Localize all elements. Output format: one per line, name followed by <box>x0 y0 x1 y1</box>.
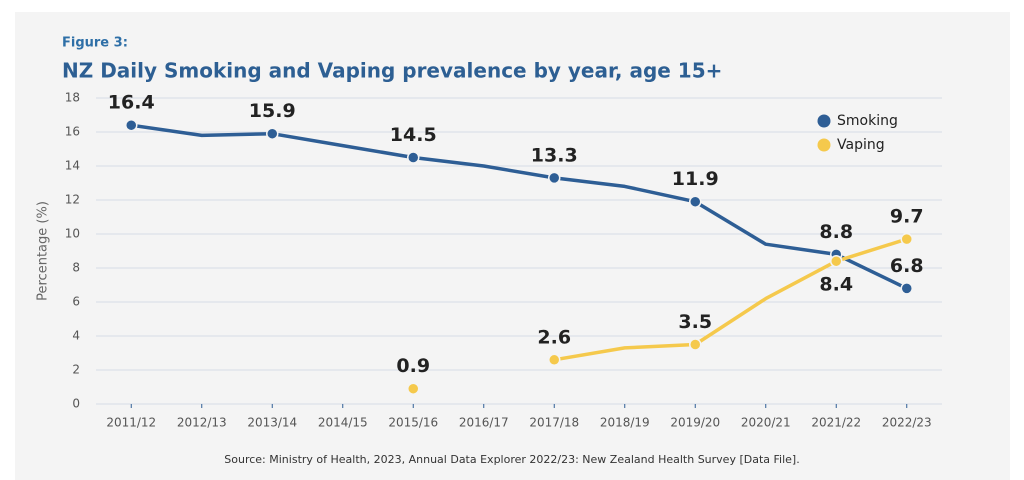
data-point <box>125 118 138 132</box>
legend-label: Smoking <box>837 113 898 129</box>
data-label: 13.3 <box>531 144 578 166</box>
data-point <box>900 232 913 246</box>
data-label: 3.5 <box>678 311 712 333</box>
data-point <box>407 151 420 164</box>
data-point <box>548 171 561 185</box>
data-point <box>900 282 913 295</box>
y-tick-label: 0 <box>72 397 80 411</box>
data-point <box>407 382 420 395</box>
x-tick-label: 2019/20 <box>670 416 720 430</box>
y-axis-label: Percentage (%) <box>36 201 51 301</box>
y-tick-label: 4 <box>72 329 80 343</box>
data-point <box>266 127 279 140</box>
y-tick-label: 12 <box>65 193 80 207</box>
x-tick-label: 2011/12 <box>106 416 156 430</box>
x-tick-label: 2017/18 <box>529 416 579 430</box>
data-label: 15.9 <box>249 100 296 122</box>
data-label: 6.8 <box>890 255 924 277</box>
y-tick-label: 2 <box>72 363 80 377</box>
data-label: 0.9 <box>396 355 430 377</box>
data-label: 8.8 <box>819 221 853 243</box>
series-line <box>130 123 908 290</box>
data-label: 2.6 <box>537 326 571 348</box>
data-label: 11.9 <box>672 168 719 190</box>
data-point <box>548 353 561 367</box>
x-tick-label: 2018/19 <box>600 416 650 430</box>
data-label: 9.7 <box>890 206 924 228</box>
legend-marker <box>817 114 831 128</box>
y-tick-label: 10 <box>65 227 80 241</box>
y-tick-label: 8 <box>72 261 80 275</box>
source-note: Source: Ministry of Health, 2023, Annual… <box>224 453 799 466</box>
series-line <box>553 237 908 362</box>
legend-label: Vaping <box>837 137 885 153</box>
x-tick-label: 2022/23 <box>882 416 932 430</box>
panel <box>15 12 1010 480</box>
figure-label: Figure 3: <box>62 36 128 51</box>
data-label: 14.5 <box>390 124 437 146</box>
data-point <box>689 338 702 351</box>
chart-title: NZ Daily Smoking and Vaping prevalence b… <box>62 59 722 83</box>
x-tick-label: 2021/22 <box>811 416 861 430</box>
x-tick-label: 2015/16 <box>388 416 438 430</box>
data-point <box>689 195 702 208</box>
y-tick-label: 6 <box>72 295 80 309</box>
x-tick-label: 2013/14 <box>247 416 297 430</box>
x-tick-label: 2014/15 <box>318 416 368 430</box>
data-point <box>830 254 843 268</box>
legend-marker <box>817 138 831 152</box>
data-label: 16.4 <box>108 92 155 114</box>
y-tick-label: 16 <box>65 125 80 139</box>
data-label: 8.4 <box>819 274 853 296</box>
x-tick-label: 2020/21 <box>741 416 791 430</box>
y-tick-label: 18 <box>65 91 80 105</box>
x-tick-label: 2016/17 <box>459 416 509 430</box>
x-tick-label: 2012/13 <box>177 416 227 430</box>
y-tick-label: 14 <box>65 159 80 173</box>
